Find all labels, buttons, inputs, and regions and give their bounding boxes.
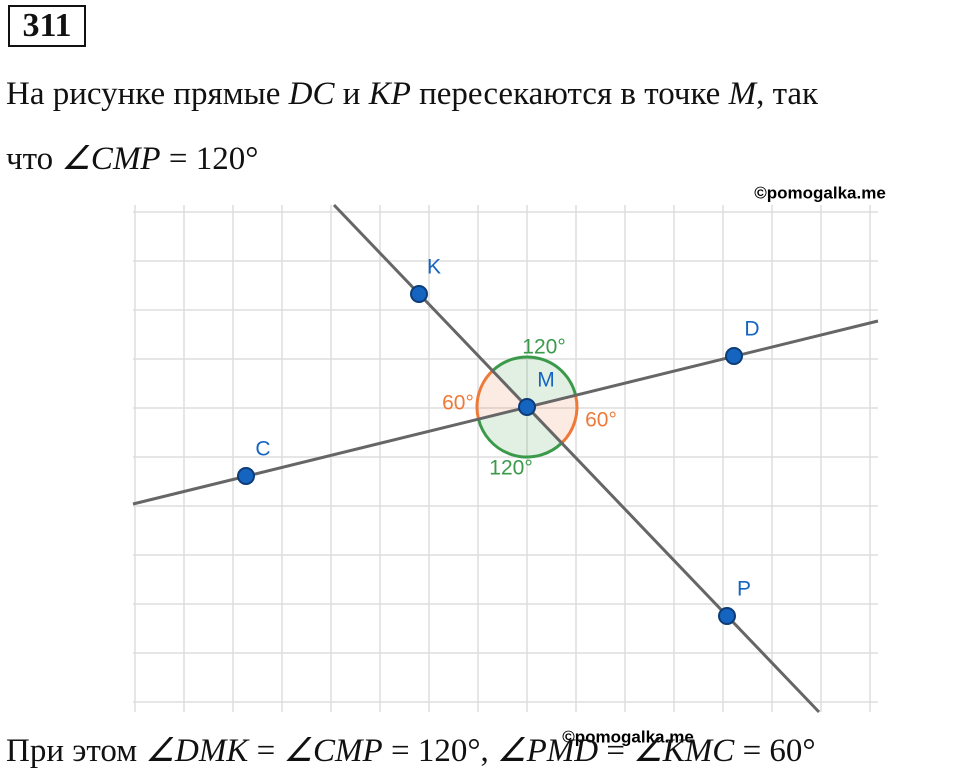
math-text: ∠PMD <box>497 733 599 769</box>
angle-sector-arc <box>560 394 579 445</box>
angle-sector-arc <box>476 418 563 459</box>
line-dc <box>132 319 879 506</box>
text: = <box>598 733 634 769</box>
point-label: M <box>537 369 555 392</box>
text: = 60° <box>734 733 816 769</box>
angle-sector-arc <box>475 369 494 420</box>
text: , так <box>756 76 819 112</box>
watermark: ©pomogalka.me <box>562 727 694 746</box>
angle-sector <box>492 357 576 407</box>
point <box>725 347 743 365</box>
angle-sector-arc <box>491 355 578 396</box>
math-text: DC <box>288 76 335 112</box>
watermark: ©pomogalka.me <box>754 183 886 202</box>
text: и <box>334 76 369 112</box>
angle-sector <box>478 407 562 457</box>
math-text: ∠CMP <box>61 141 161 177</box>
problem-number: 311 <box>8 5 86 47</box>
point <box>410 285 428 303</box>
text: = 120°, <box>382 733 498 769</box>
angle-label: 60° <box>585 409 617 432</box>
text: = 120° <box>160 141 259 177</box>
math-text: ∠CMP <box>283 733 383 769</box>
angle-label: 120° <box>489 457 532 480</box>
answer-line: При этом ∠DMK = ∠CMP = 120°, ∠PMD = ∠KMC… <box>6 730 816 770</box>
math-text: ∠KMC <box>633 733 735 769</box>
point <box>518 398 536 416</box>
point <box>718 607 736 625</box>
angle-label: 60° <box>442 392 474 415</box>
text: пересекаются в точке <box>410 76 729 112</box>
math-text: M <box>728 76 757 112</box>
statement-line: На рисунке прямые DC и KP пересекаются в… <box>6 76 818 113</box>
text: При этом <box>6 733 146 769</box>
text: = <box>248 733 284 769</box>
point-label: K <box>427 256 441 279</box>
math-text: KP <box>368 76 411 112</box>
angle-label: 120° <box>522 336 565 359</box>
angle-sector <box>527 395 577 444</box>
point-label: D <box>744 318 759 341</box>
math-text: ∠DMK <box>145 733 249 769</box>
point-label: P <box>737 578 751 601</box>
text: что <box>6 141 62 177</box>
point-label: C <box>255 438 270 461</box>
text: На рисунке прямые <box>6 76 289 112</box>
angle-sector <box>477 370 527 419</box>
point <box>237 467 255 485</box>
statement-line: что ∠CMP = 120° <box>6 138 258 178</box>
